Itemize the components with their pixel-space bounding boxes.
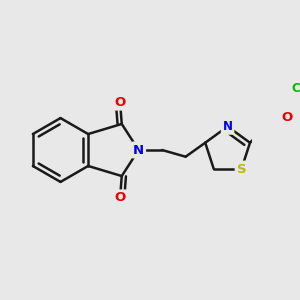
Text: O: O: [281, 111, 292, 124]
Text: N: N: [223, 120, 232, 133]
Text: Cl: Cl: [292, 82, 300, 95]
Text: S: S: [237, 163, 246, 176]
Text: N: N: [133, 143, 144, 157]
Text: O: O: [114, 96, 126, 109]
Text: O: O: [114, 191, 126, 204]
